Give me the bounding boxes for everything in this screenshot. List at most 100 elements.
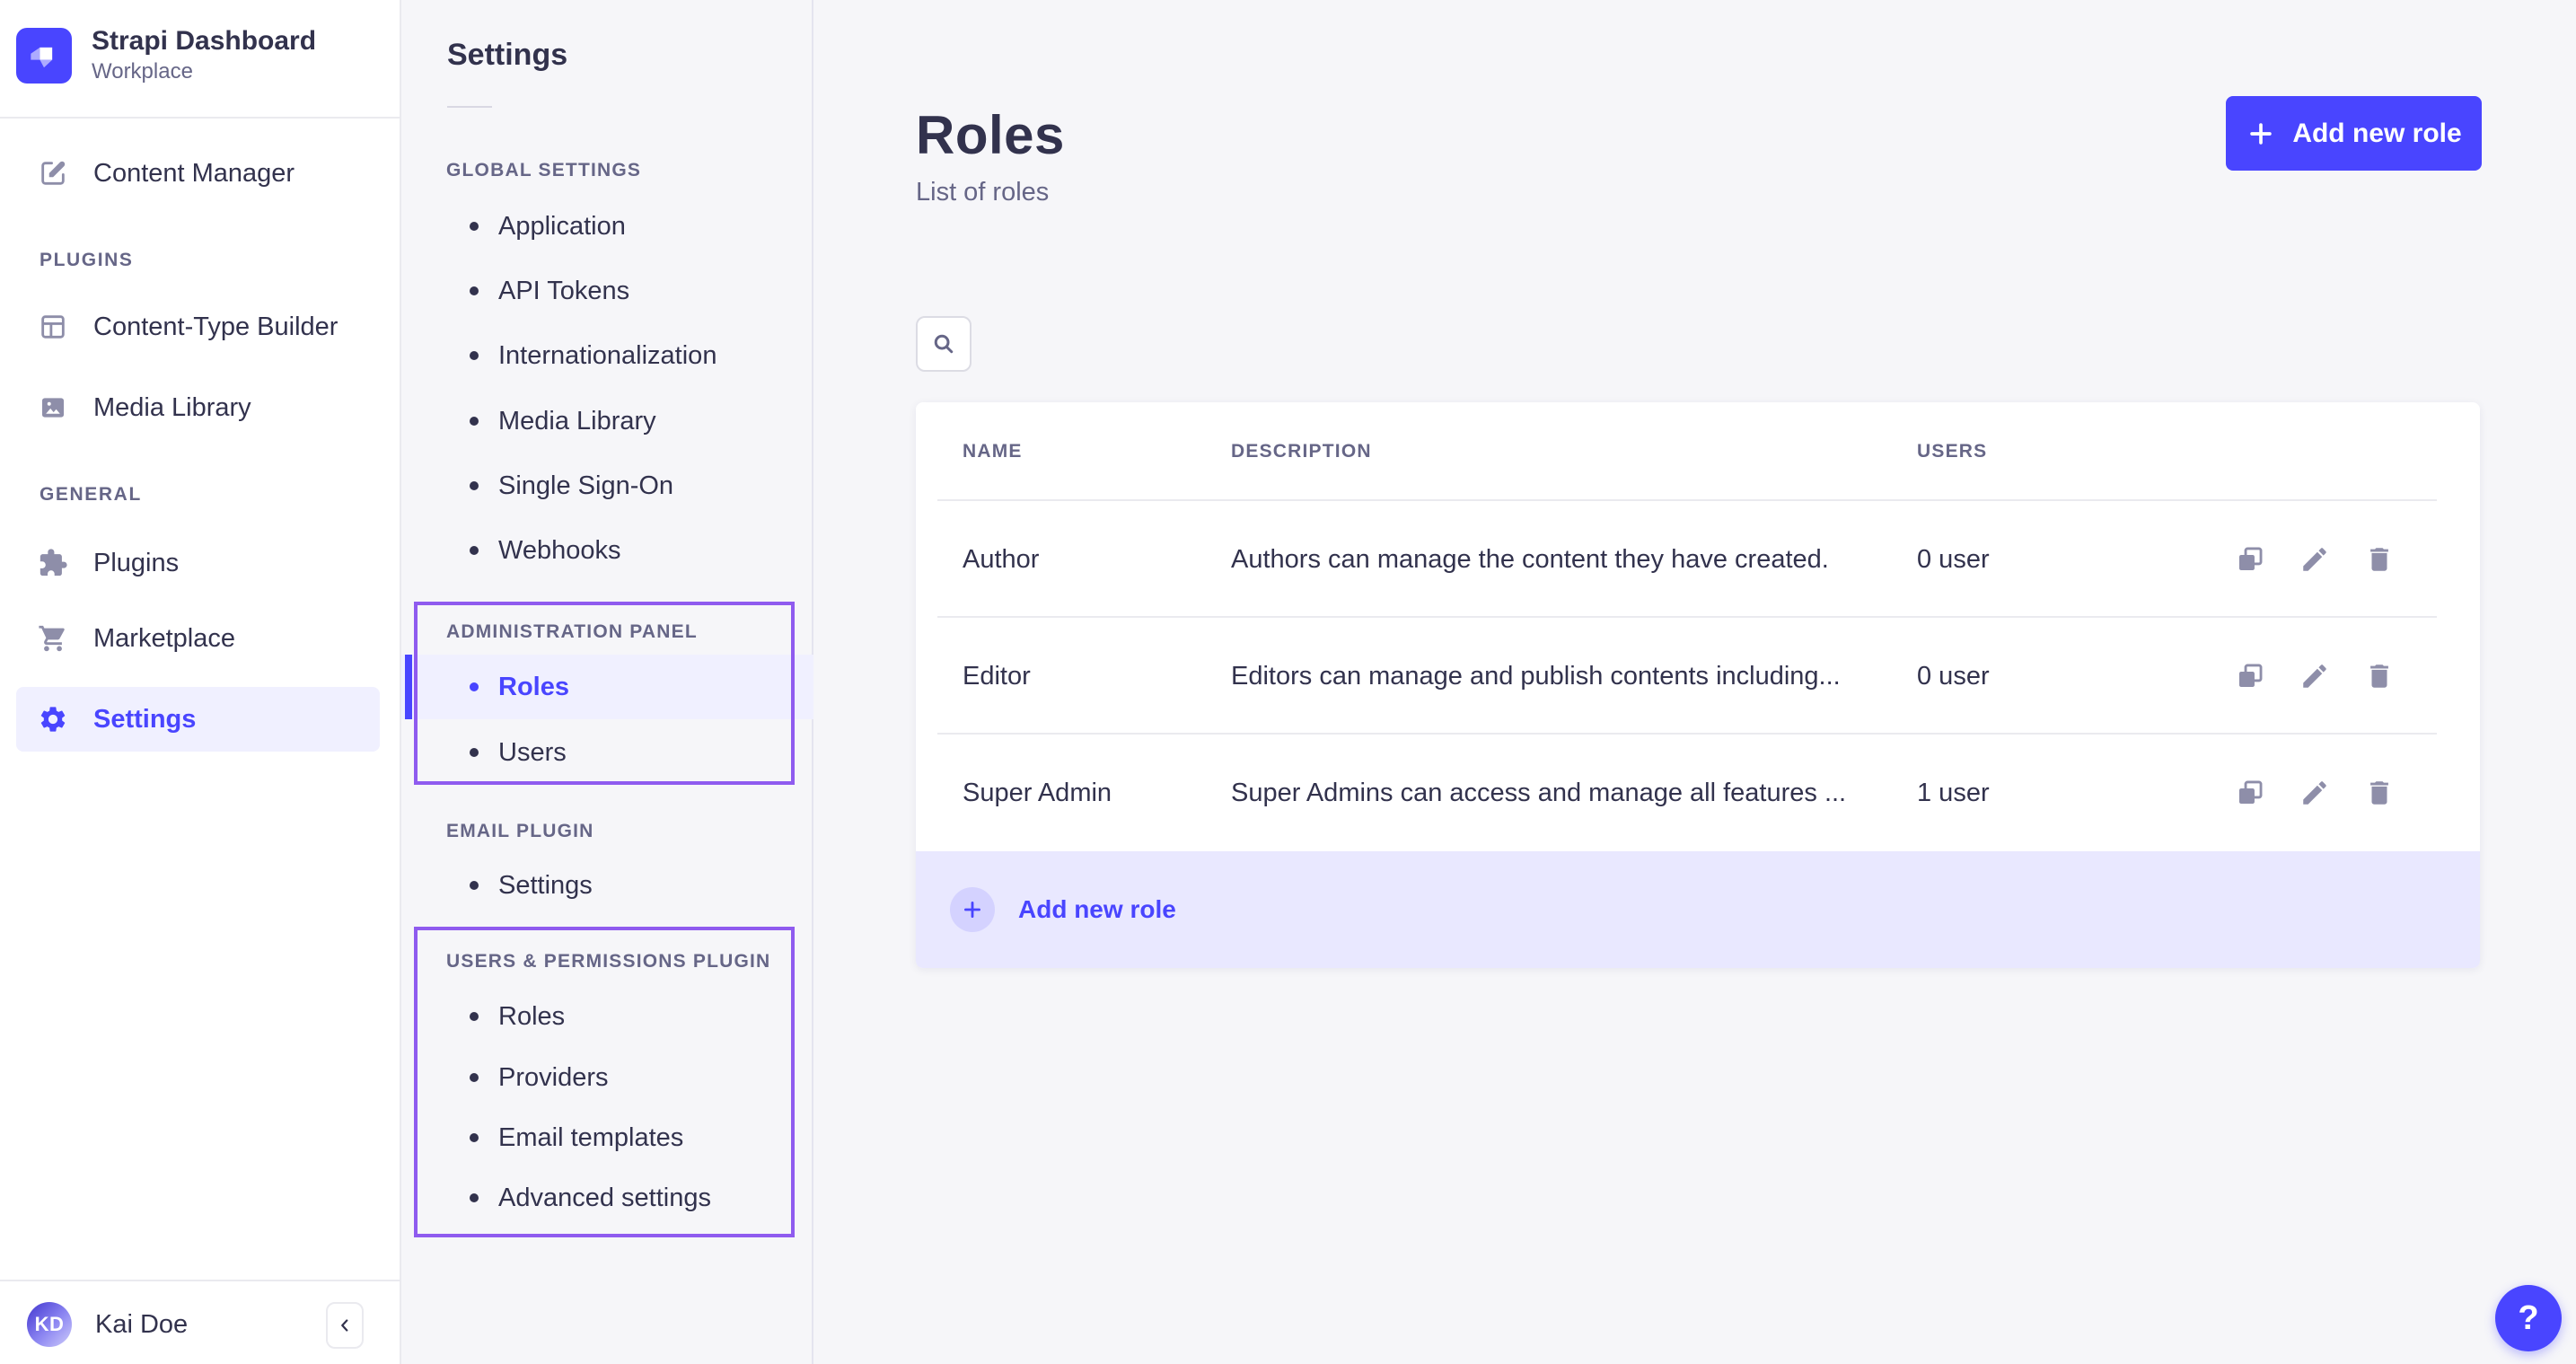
subnav-item-up-email-templates[interactable]: Email templates <box>401 1109 813 1166</box>
role-description: Super Admins can access and manage all f… <box>1231 778 1847 807</box>
subnav-title-divider <box>447 106 492 108</box>
sidebar-item-settings[interactable]: Settings <box>16 687 380 752</box>
subnav-item-webhooks[interactable]: Webhooks <box>401 522 813 579</box>
content-manager-icon <box>38 158 68 189</box>
subnav-item-internationalization[interactable]: Internationalization <box>401 327 813 384</box>
page-subtitle: List of roles <box>916 178 1050 207</box>
plus-icon <box>2246 119 2276 149</box>
sidebar-item-label: Plugins <box>93 548 180 577</box>
sidebar-item-plugins[interactable]: Plugins <box>16 531 380 595</box>
subnav-item-up-roles[interactable]: Roles <box>401 988 813 1045</box>
subnav-section-users-permissions-plugin: USERS & PERMISSIONS PLUGIN <box>446 951 771 972</box>
column-header-description: DESCRIPTION <box>1231 441 1372 462</box>
sidebar-item-media-library[interactable]: Media Library <box>16 375 380 440</box>
table-row-author[interactable]: Author Authors can manage the content th… <box>916 501 2480 618</box>
bullet-icon <box>470 748 479 757</box>
app-sidebar: Strapi Dashboard Workplace Content Manag… <box>0 0 401 1364</box>
help-button[interactable]: ? <box>2495 1285 2562 1351</box>
role-description: Editors can manage and publish contents … <box>1231 661 1841 691</box>
sidebar-divider <box>0 117 400 119</box>
pencil-icon <box>2299 544 2330 575</box>
active-subnav-indicator <box>405 655 412 719</box>
subnav-title: Settings <box>447 38 568 72</box>
role-name: Super Admin <box>963 778 1112 807</box>
subnav-section-email-plugin: EMAIL PLUGIN <box>446 821 594 841</box>
plugins-puzzle-icon <box>38 548 68 578</box>
table-row-editor[interactable]: Editor Editors can manage and publish co… <box>916 618 2480 735</box>
edit-role-button[interactable] <box>2299 661 2330 691</box>
subnav-item-admin-users[interactable]: Users <box>401 724 813 781</box>
sidebar-footer-divider <box>0 1280 400 1281</box>
subnav-item-single-sign-on[interactable]: Single Sign-On <box>401 457 813 515</box>
duplicate-role-button[interactable] <box>2235 661 2265 691</box>
search-button[interactable] <box>916 316 971 372</box>
bullet-icon <box>470 1193 479 1202</box>
column-header-name: NAME <box>963 441 1023 462</box>
subnav-section-administration-panel: ADMINISTRATION PANEL <box>446 621 698 642</box>
bullet-icon <box>470 351 479 360</box>
workspace-brand: Strapi Dashboard Workplace <box>16 25 316 85</box>
duplicate-icon <box>2235 661 2265 691</box>
bullet-icon <box>470 481 479 490</box>
bullet-icon <box>470 1012 479 1021</box>
marketplace-cart-icon <box>38 623 68 654</box>
add-new-role-button[interactable]: Add new role <box>2226 96 2482 171</box>
sidebar-item-label: Content Manager <box>93 158 295 188</box>
sidebar-item-content-type-builder[interactable]: Content-Type Builder <box>16 295 380 359</box>
strapi-logo-icon <box>16 27 72 84</box>
bullet-icon <box>470 417 479 426</box>
edit-role-button[interactable] <box>2299 778 2330 808</box>
trash-icon <box>2364 778 2395 808</box>
sidebar-item-label: Content-Type Builder <box>93 312 338 341</box>
table-header-row: NAME DESCRIPTION USERS <box>916 402 2480 501</box>
sidebar-section-general: GENERAL <box>40 484 142 505</box>
role-users-count: 0 user <box>1917 544 1990 574</box>
collapse-sidebar-button[interactable] <box>326 1302 364 1349</box>
role-users-count: 0 user <box>1917 661 1990 691</box>
table-footer-add-new-role[interactable]: Add new role <box>916 851 2480 968</box>
delete-role-button[interactable] <box>2364 778 2395 808</box>
delete-role-button[interactable] <box>2364 544 2395 575</box>
sidebar-item-marketplace[interactable]: Marketplace <box>16 606 380 671</box>
subnav-item-media-library[interactable]: Media Library <box>401 392 813 450</box>
plus-circle-icon <box>950 887 995 932</box>
role-name: Author <box>963 544 1040 574</box>
bullet-icon <box>470 682 479 691</box>
settings-gear-icon <box>38 704 68 735</box>
main-content: Roles List of roles Add new role NAME DE… <box>813 0 2576 1364</box>
sidebar-item-label: Media Library <box>93 392 251 422</box>
subnav-item-admin-roles[interactable]: Roles <box>401 655 813 719</box>
role-users-count: 1 user <box>1917 778 1990 807</box>
user-menu[interactable]: KD Kai Doe <box>27 1298 314 1351</box>
sidebar-section-plugins: PLUGINS <box>40 250 134 270</box>
subnav-item-up-providers[interactable]: Providers <box>401 1049 813 1106</box>
subnav-item-api-tokens[interactable]: API Tokens <box>401 262 813 320</box>
page-title: Roles <box>916 105 1065 165</box>
pencil-icon <box>2299 778 2330 808</box>
table-row-super-admin[interactable]: Super Admin Super Admins can access and … <box>916 735 2480 851</box>
sidebar-item-label: Marketplace <box>93 623 235 653</box>
bullet-icon <box>470 286 479 295</box>
role-name: Editor <box>963 661 1031 691</box>
delete-role-button[interactable] <box>2364 661 2395 691</box>
subnav-item-up-advanced-settings[interactable]: Advanced settings <box>401 1169 813 1227</box>
bullet-icon <box>470 222 479 231</box>
settings-subnav: Settings GLOBAL SETTINGS Application API… <box>401 0 813 1364</box>
subnav-section-global-settings: GLOBAL SETTINGS <box>446 160 642 180</box>
role-description: Authors can manage the content they have… <box>1231 544 1829 574</box>
sidebar-item-label: Settings <box>93 704 197 734</box>
trash-icon <box>2364 544 2395 575</box>
roles-table: NAME DESCRIPTION USERS Author Authors ca… <box>916 402 2480 968</box>
sidebar-item-content-manager[interactable]: Content Manager <box>16 141 380 206</box>
subnav-item-application[interactable]: Application <box>401 198 813 255</box>
duplicate-icon <box>2235 544 2265 575</box>
duplicate-role-button[interactable] <box>2235 778 2265 808</box>
user-name: Kai Doe <box>95 1309 189 1339</box>
column-header-users: USERS <box>1917 441 1988 462</box>
content-type-builder-icon <box>38 312 68 342</box>
bullet-icon <box>470 1073 479 1082</box>
duplicate-role-button[interactable] <box>2235 544 2265 575</box>
subnav-item-email-settings[interactable]: Settings <box>401 857 813 914</box>
edit-role-button[interactable] <box>2299 544 2330 575</box>
search-icon <box>930 330 957 357</box>
